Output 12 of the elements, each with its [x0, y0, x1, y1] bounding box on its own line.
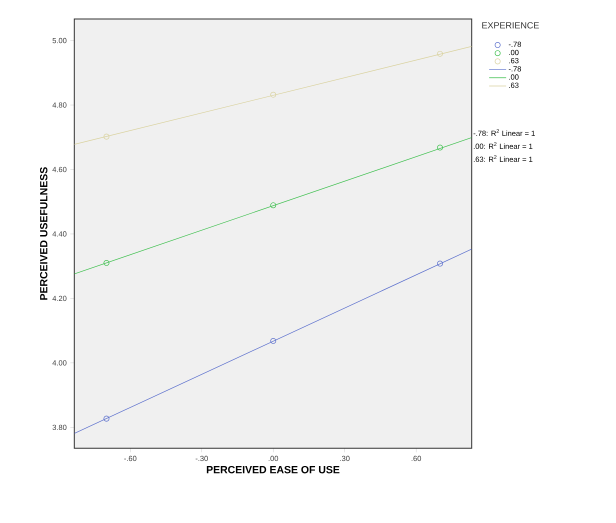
point [270, 202, 276, 208]
point [270, 338, 276, 344]
point [104, 134, 110, 140]
point [437, 144, 443, 151]
legend-title: EXPERIENCE [482, 22, 539, 28]
point [270, 92, 276, 98]
point [104, 260, 110, 266]
y-axis-title: PERCEIVED USEFULNESS [40, 167, 48, 300]
point [437, 260, 443, 267]
point [437, 50, 443, 57]
x-axis-title: PERCEIVED EASE OF USE [206, 466, 340, 474]
point [104, 416, 110, 422]
